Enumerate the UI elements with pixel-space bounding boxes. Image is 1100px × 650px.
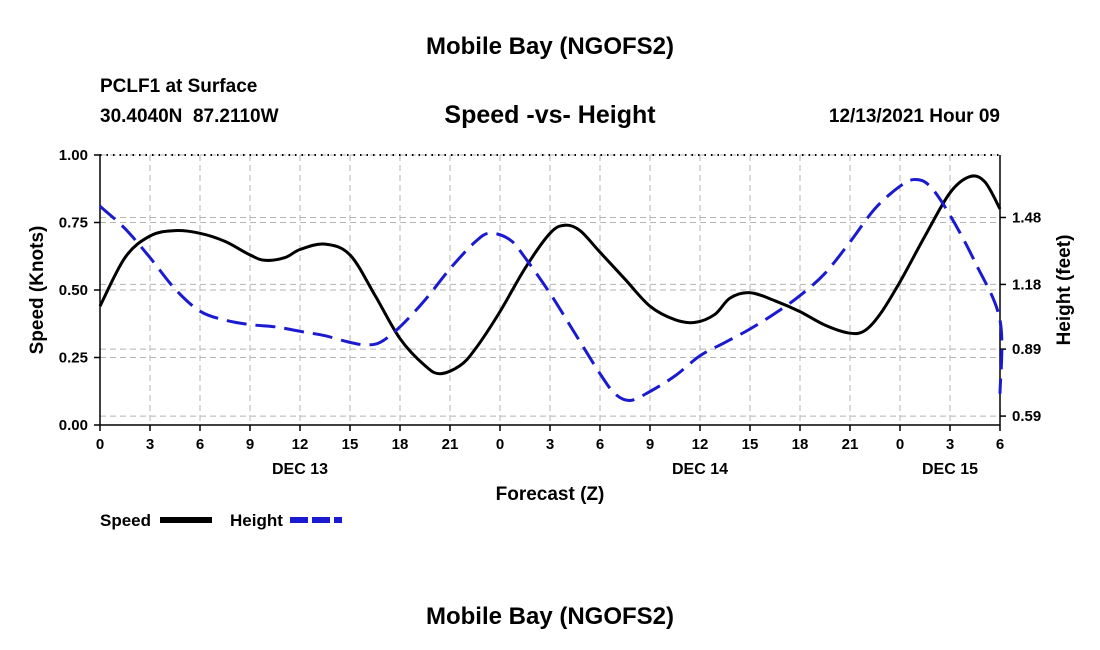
footer-title: Mobile Bay (NGOFS2) bbox=[425, 603, 675, 630]
x-tick-label: 0 bbox=[896, 436, 904, 453]
day-label: DEC 13 bbox=[272, 461, 328, 478]
x-tick-label: 18 bbox=[792, 436, 809, 453]
y2-axis-label: Height (feet) bbox=[1054, 235, 1075, 346]
x-tick-label: 12 bbox=[692, 436, 709, 453]
y-tick-label: 0.50 bbox=[59, 282, 88, 299]
legend-label-speed: Speed bbox=[100, 511, 151, 530]
y2-tick-label: 0.89 bbox=[1012, 341, 1041, 358]
x-tick-label: 3 bbox=[946, 436, 954, 453]
y-tick-label: 1.00 bbox=[59, 147, 88, 164]
x-tick-label: 6 bbox=[196, 436, 204, 453]
forecast-timestamp: 12/13/2021 Hour 09 bbox=[828, 106, 1000, 127]
x-tick-label: 3 bbox=[546, 436, 554, 453]
x-tick-label: 12 bbox=[292, 436, 309, 453]
y-tick-label: 0.25 bbox=[59, 350, 88, 367]
station-coordinates: 30.4040N 87.2110W bbox=[100, 106, 279, 127]
x-tick-label: 18 bbox=[392, 436, 409, 453]
legend-label-height: Height bbox=[230, 511, 283, 530]
x-tick-label: 6 bbox=[996, 436, 1004, 453]
y2-tick-label: 1.18 bbox=[1012, 276, 1041, 293]
x-tick-label: 21 bbox=[442, 436, 459, 453]
x-tick-label: 9 bbox=[646, 436, 654, 453]
x-tick-label: 15 bbox=[742, 436, 759, 453]
x-tick-label: 0 bbox=[96, 436, 104, 453]
x-tick-label: 15 bbox=[342, 436, 359, 453]
y2-tick-label: 0.59 bbox=[1012, 408, 1041, 425]
x-tick-label: 0 bbox=[496, 436, 504, 453]
x-axis-label: Forecast (Z) bbox=[496, 484, 605, 505]
day-label: DEC 14 bbox=[672, 461, 728, 478]
y-tick-label: 0.75 bbox=[59, 215, 88, 232]
x-tick-label: 6 bbox=[596, 436, 604, 453]
x-tick-label: 3 bbox=[146, 436, 154, 453]
station-label: PCLF1 at Surface bbox=[100, 76, 258, 97]
y-tick-label: 0.00 bbox=[59, 417, 88, 434]
x-tick-label: 21 bbox=[842, 436, 859, 453]
x-tick-label: 9 bbox=[246, 436, 254, 453]
plot-subtitle: Speed -vs- Height bbox=[444, 101, 656, 129]
series-line-height bbox=[99, 178, 1004, 403]
day-label: DEC 15 bbox=[922, 461, 978, 478]
page-title: Mobile Bay (NGOFS2) bbox=[425, 33, 675, 60]
y-axis-label: Speed (Knots) bbox=[27, 226, 48, 355]
y2-tick-label: 1.48 bbox=[1012, 209, 1041, 226]
series-line-speed bbox=[98, 174, 1002, 376]
